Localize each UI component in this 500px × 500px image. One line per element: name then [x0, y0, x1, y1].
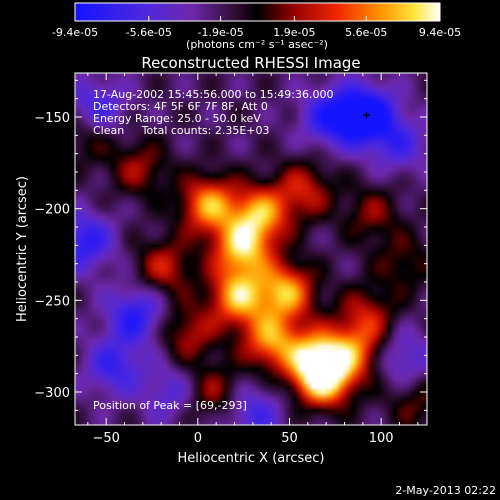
timestamp: 2-May-2013 02:22 [395, 484, 496, 497]
colorbar-tick-label: 1.9e-05 [273, 26, 315, 39]
peak-position-label: Position of Peak = [69,-293] [93, 399, 247, 412]
plot-title: Reconstructed RHESSI Image [141, 54, 360, 72]
y-axis-ticks: −300 −250 −200 −150 [34, 79, 427, 411]
colorbar-unit-label: (photons cm⁻² s⁻¹ asec⁻²) [186, 38, 328, 51]
x-axis-ticks: −50 0 50 100 [87, 73, 419, 446]
heatmap-image [75, 73, 427, 425]
info-line-time: 17-Aug-2002 15:45:56.000 to 15:49:36.000 [93, 88, 334, 101]
colorbar-tick-label: -1.9e-05 [198, 26, 244, 39]
colorbar-tick-label: 5.6e-05 [345, 26, 387, 39]
x-tick-label: −50 [92, 431, 119, 446]
colorbar: -9.4e-05 -5.6e-05 -1.9e-05 1.9e-05 5.6e-05 9.… [52, 2, 461, 51]
colorbar-tick-label: 9.4e-05 [419, 26, 461, 39]
y-tick-label: −300 [34, 386, 70, 401]
peak-marker [363, 112, 370, 119]
heatmap [75, 73, 427, 425]
info-line-energy: Energy Range: 25.0 - 50.0 keV [93, 112, 261, 125]
colorbar-tick-label: -9.4e-05 [52, 26, 98, 39]
info-line-counts: Clean Total counts: 2.35E+03 [93, 124, 270, 137]
y-tick-label: −250 [34, 294, 70, 309]
info-block: 17-Aug-2002 15:45:56.000 to 15:49:36.000… [93, 88, 334, 137]
y-axis-label: Heliocentric Y (arcsec) [15, 176, 30, 322]
colorbar-gradient [74, 2, 441, 22]
y-tick-label: −200 [34, 203, 70, 218]
x-axis-label: Heliocentric X (arcsec) [178, 451, 325, 466]
x-tick-label: 100 [369, 431, 394, 446]
info-line-detectors: Detectors: 4F 5F 6F 7F 8F, Att 0 [93, 100, 268, 113]
colorbar-tick-label: -5.6e-05 [126, 26, 172, 39]
colorbar-ticks: -9.4e-05 -5.6e-05 -1.9e-05 1.9e-05 5.6e-05 9.… [52, 16, 461, 39]
x-tick-label: 50 [281, 431, 298, 446]
plot-frame [74, 72, 428, 426]
y-tick-label: −150 [34, 111, 70, 126]
x-tick-label: 0 [194, 431, 202, 446]
